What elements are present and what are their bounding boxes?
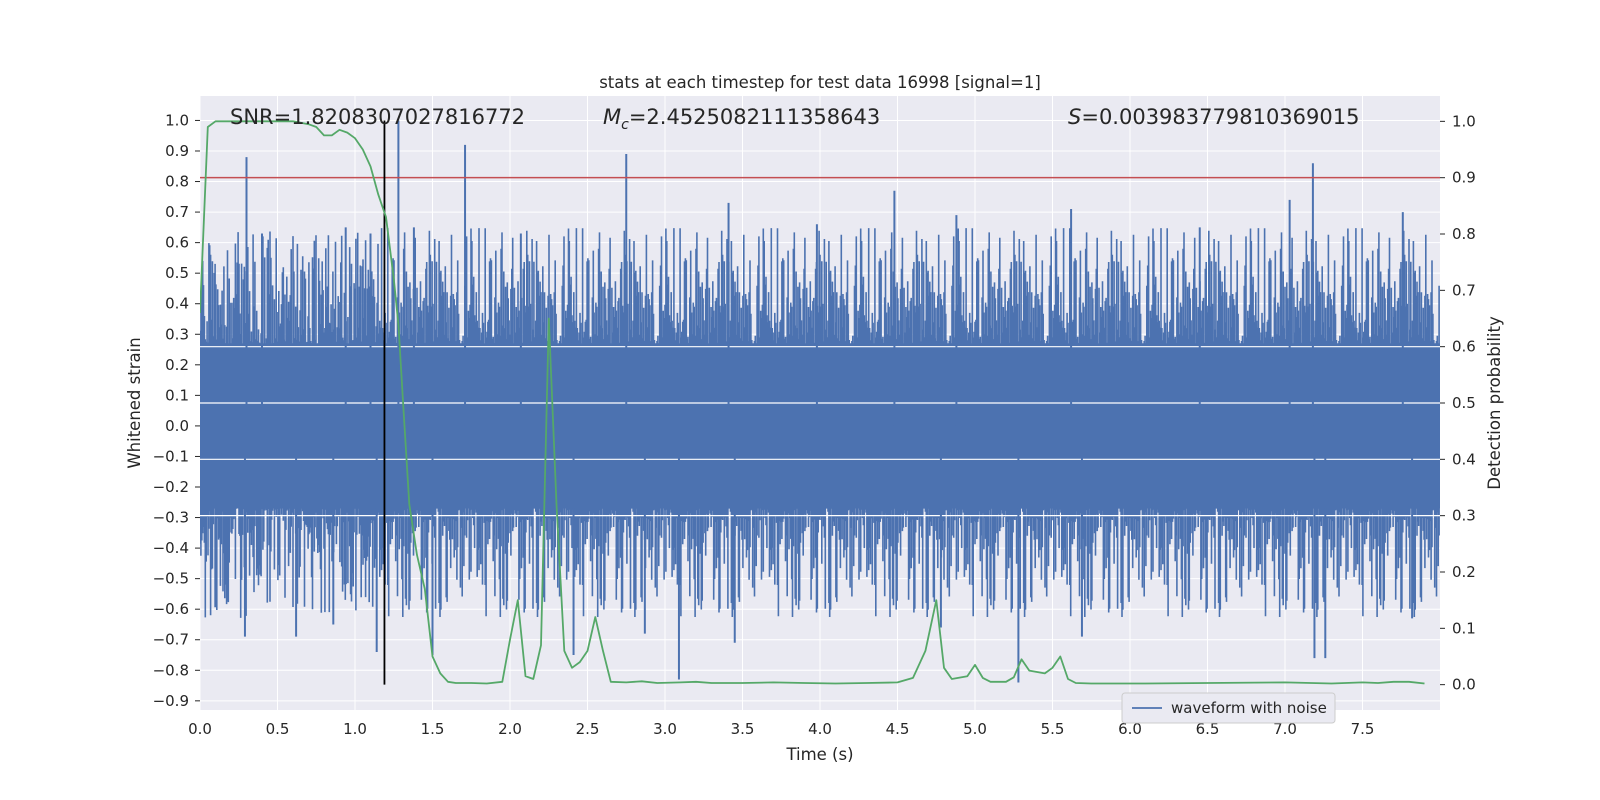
snr-annotation: SNR=1.8208307027816772 (230, 105, 525, 129)
y-tick-label: 0.0 (165, 417, 189, 435)
y-right-tick-label: 0.9 (1452, 169, 1476, 187)
x-tick-label: 7.5 (1351, 720, 1375, 738)
y-tick-label: 0.4 (165, 295, 189, 313)
score-value: =0.003983779810369015 (1081, 105, 1359, 129)
y-right-tick-label: 1.0 (1452, 112, 1476, 130)
y-tick-label: −0.1 (153, 447, 189, 465)
x-tick-label: 7.0 (1273, 720, 1297, 738)
series-layer (200, 120, 1440, 685)
y-right-tick-label: 0.2 (1452, 563, 1476, 581)
y-tick-label: 1.0 (165, 111, 189, 129)
x-tick-label: 1.0 (343, 720, 367, 738)
y-tick-label: −0.4 (153, 539, 189, 557)
score-annotation: S=0.003983779810369015 (1068, 105, 1359, 129)
y-right-tick-label: 0.3 (1452, 507, 1476, 525)
y-tick-label: 0.8 (165, 173, 189, 191)
y-tick-label: 0.5 (165, 264, 189, 282)
legend-box (1121, 692, 1336, 724)
legend: waveform with noise (1121, 692, 1336, 724)
y-tick-label: 0.6 (165, 234, 189, 252)
y-tick-label: −0.5 (153, 570, 189, 588)
y-right-tick-label: 0.5 (1452, 394, 1476, 412)
legend-label-waveform: waveform with noise (1171, 699, 1327, 717)
y-tick-label: 0.9 (165, 142, 189, 160)
y-right-tick-label: 0.6 (1452, 338, 1476, 356)
x-tick-label: 6.5 (1196, 720, 1220, 738)
y-tick-label: 0.3 (165, 325, 189, 343)
x-tick-label: 3.0 (653, 720, 677, 738)
y-tick-label: −0.9 (153, 692, 189, 710)
chirp-mass-symbol: M (603, 105, 621, 129)
y-axis-right-label: Detection probability (1485, 316, 1504, 490)
y-right-tick-label: 0.1 (1452, 619, 1476, 637)
chirp-mass-annotation: Mc=2.4525082111358643 (603, 105, 880, 133)
waveform-core-band (200, 343, 1440, 509)
detection-probability-line (200, 120, 1425, 685)
chart-title: stats at each timestep for test data 169… (599, 73, 1041, 92)
y-axis-label: Whitened strain (125, 337, 144, 468)
x-axis-label: Time (s) (785, 745, 853, 764)
x-tick-label: 2.5 (576, 720, 600, 738)
x-tick-label: 6.0 (1118, 720, 1142, 738)
y-tick-label: −0.3 (153, 509, 189, 527)
y-tick-label: −0.2 (153, 478, 189, 496)
y-right-tick-label: 0.4 (1452, 450, 1476, 468)
x-tick-label: 1.5 (421, 720, 445, 738)
chirp-mass-subscript: c (621, 117, 629, 133)
y-tick-label: 0.7 (165, 203, 189, 221)
score-symbol: S (1068, 105, 1081, 129)
x-tick-label: 0.0 (188, 720, 212, 738)
y-tick-label: −0.8 (153, 661, 189, 679)
y-right-tick-label: 0.8 (1452, 225, 1476, 243)
y-right-tick-label: 0.7 (1452, 281, 1476, 299)
y-tick-label: −0.6 (153, 600, 189, 618)
x-tick-label: 0.5 (266, 720, 290, 738)
axes-layer: 0.0 0.5 1.0 1.5 2.0 2.5 3.0 3.5 4.0 4.5 5.0 5.5 6.0 6… (153, 111, 1476, 738)
y-tick-label: 0.2 (165, 356, 189, 374)
x-tick-label: 5.5 (1041, 720, 1065, 738)
y-right-tick-label: 0.0 (1452, 676, 1476, 694)
y-tick-label: −0.7 (153, 631, 189, 649)
x-tick-label: 3.5 (731, 720, 755, 738)
x-tick-label: 2.0 (498, 720, 522, 738)
x-tick-label: 4.5 (886, 720, 910, 738)
x-tick-label: 4.0 (808, 720, 832, 738)
chirp-mass-value: =2.4525082111358643 (629, 105, 880, 129)
x-tick-label: 5.0 (963, 720, 987, 738)
y-tick-label: 0.1 (165, 386, 189, 404)
